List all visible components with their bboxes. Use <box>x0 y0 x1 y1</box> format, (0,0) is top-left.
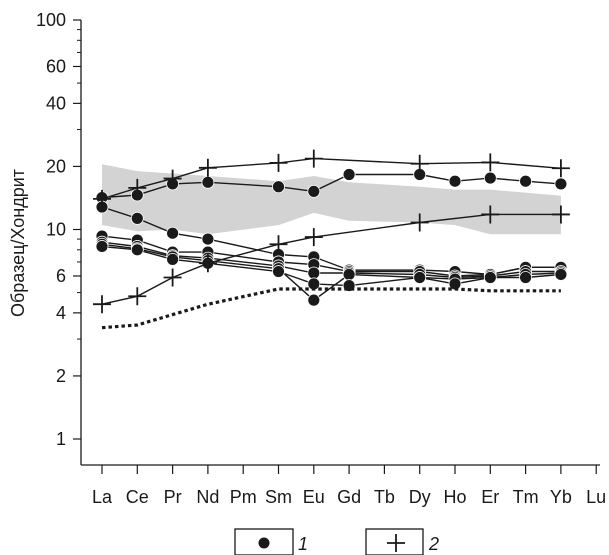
data-point-circle <box>448 174 462 188</box>
x-tick-label: Ce <box>126 487 149 507</box>
data-point-circle <box>272 265 285 278</box>
data-point-circle <box>166 226 180 240</box>
y-tick-label: 100 <box>36 10 66 30</box>
data-point-plus <box>551 205 570 224</box>
legend-box-1 <box>234 528 294 555</box>
data-point-circle <box>483 171 497 185</box>
data-point-circle <box>519 271 532 284</box>
y-ticks: 1 2 4 6 10 20 40 60 100 <box>36 10 81 449</box>
data-point-circle <box>519 174 532 188</box>
band-layer <box>102 164 561 235</box>
x-tick-label: Tm <box>513 487 539 507</box>
data-point-circle <box>201 232 215 246</box>
data-point-plus <box>551 159 570 178</box>
y-tick-label: 6 <box>56 266 66 286</box>
x-tick-label: Ho <box>443 487 466 507</box>
legend: 1 2 <box>234 528 439 555</box>
x-tick-label: Tb <box>374 487 395 507</box>
y-tick-label: 2 <box>56 366 66 386</box>
legend-label-2: 2 <box>428 534 439 554</box>
axes <box>80 20 600 466</box>
x-tick-label: Er <box>481 487 499 507</box>
x-tick-label: La <box>92 487 113 507</box>
data-point-circle <box>342 168 356 181</box>
y-tick-label: 1 <box>56 429 66 449</box>
y-tick-label: 10 <box>46 220 66 240</box>
x-ticks: La Ce Pr Nd Pm Sm Eu Gd Tb Dy Ho Er Tm Yb Lu <box>92 465 606 507</box>
x-tick-label: Pm <box>230 487 257 507</box>
data-point-circle <box>554 177 568 191</box>
data-point-circle <box>201 175 215 189</box>
x-tick-label: Yb <box>550 487 572 507</box>
data-point-plus <box>304 228 323 247</box>
x-tick-label: Sm <box>265 487 292 507</box>
data-point-circle <box>307 293 321 307</box>
data-point-plus <box>481 153 500 172</box>
data-point-circle <box>272 180 285 194</box>
data-point-plus <box>304 149 323 168</box>
x-tick-label: Pr <box>164 487 182 507</box>
y-tick-label: 20 <box>46 156 66 176</box>
data-point-circle <box>130 243 144 257</box>
data-point-plus <box>410 154 429 173</box>
legend-label-1: 1 <box>298 534 308 554</box>
data-point-plus <box>269 235 288 254</box>
x-tick-label: Lu <box>586 487 606 507</box>
data-point-plus <box>128 178 147 197</box>
series-layer <box>93 149 570 330</box>
x-tick-label: Gd <box>337 487 361 507</box>
legend-marker-plus <box>387 534 405 552</box>
legend-marker-circle <box>258 537 270 549</box>
y-tick-label: 60 <box>46 56 66 76</box>
y-tick-label: 40 <box>46 93 66 113</box>
data-point-plus <box>269 153 288 172</box>
data-point-plus <box>410 213 429 232</box>
data-point-circle <box>95 240 109 253</box>
data-point-plus <box>163 169 182 188</box>
data-point-circle <box>342 268 356 281</box>
series-line-9 <box>101 287 561 330</box>
data-point-plus <box>93 295 111 314</box>
y-tick-label: 4 <box>56 303 66 323</box>
data-point-circle <box>307 185 321 198</box>
data-point-plus <box>198 158 217 177</box>
data-point-plus <box>198 254 217 273</box>
data-point-circle <box>483 271 497 284</box>
x-tick-label: Nd <box>196 487 219 507</box>
data-point-circle <box>166 252 180 266</box>
data-point-plus <box>481 205 500 224</box>
data-point-circle <box>413 271 427 284</box>
data-point-circle <box>130 211 144 225</box>
y-axis-label: Образец/Хондрит <box>8 169 28 317</box>
data-point-plus <box>93 189 111 208</box>
range-band <box>102 164 561 235</box>
data-point-plus <box>163 268 182 287</box>
data-point-circle <box>554 268 568 281</box>
data-point-plus <box>128 287 147 306</box>
x-tick-label: Dy <box>409 487 431 507</box>
legend-box-2 <box>365 528 424 555</box>
data-point-circle <box>307 266 321 280</box>
x-tick-label: Eu <box>303 487 325 507</box>
